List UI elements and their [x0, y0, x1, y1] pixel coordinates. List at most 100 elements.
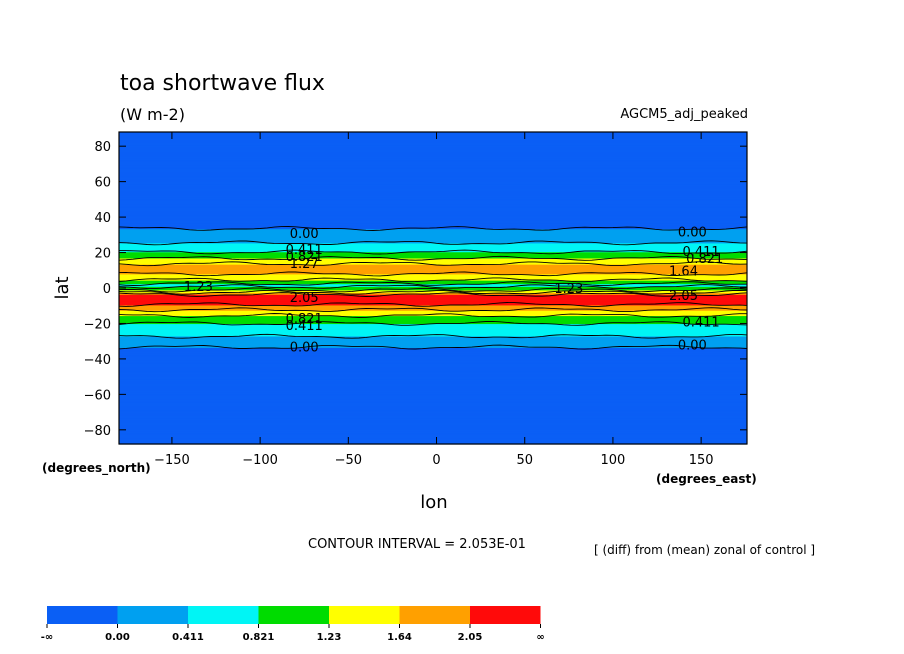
contour-band: [119, 297, 747, 300]
contour-band: [119, 206, 747, 208]
contour-band: [119, 174, 747, 177]
contour-band: [119, 252, 747, 255]
x-tick-label: 0: [432, 453, 440, 468]
contour-band: [119, 401, 747, 403]
contour-band: [119, 389, 747, 391]
contour-band: [119, 316, 747, 318]
contour-band: [119, 238, 747, 240]
contour-band: [119, 327, 747, 329]
contour-band: [119, 369, 747, 372]
y-tick-label: 20: [94, 247, 111, 262]
contour-band: [119, 387, 747, 389]
contour-band: [119, 242, 747, 245]
contour-band: [119, 236, 747, 239]
contour-band: [119, 225, 747, 227]
contour-band: [119, 171, 747, 173]
contour-band: [119, 392, 747, 395]
contour-band: [119, 196, 747, 199]
contour-line: [118, 277, 748, 283]
contour-band: [119, 358, 747, 360]
contour-band: [119, 180, 747, 183]
contour-band: [119, 428, 747, 430]
contour-band: [119, 301, 747, 303]
contour-band: [119, 425, 747, 427]
contour-band: [119, 288, 747, 291]
contour-band: [119, 278, 747, 280]
contour-band: [119, 186, 747, 188]
contour-line: [118, 313, 747, 318]
contour-band: [119, 251, 747, 254]
contour-band: [119, 193, 747, 195]
contour-band: [119, 405, 747, 408]
contour-band: [119, 389, 747, 392]
contour-band: [119, 155, 747, 158]
contour-line: [118, 344, 748, 350]
contour-line: [118, 292, 748, 297]
contour-band: [119, 384, 747, 387]
contour-band: [119, 303, 747, 306]
contour-band: [119, 269, 747, 271]
contour-band: [119, 412, 747, 415]
contour-band: [119, 333, 747, 335]
contour-band: [119, 414, 747, 417]
x-units-label: (degrees_east): [656, 472, 757, 487]
contour-band: [119, 218, 747, 221]
contour-band: [119, 302, 747, 304]
contour-band: [119, 176, 747, 178]
contour-band: [119, 423, 747, 426]
colorbar-label: 1.64: [387, 632, 412, 643]
contour-band: [119, 160, 747, 162]
contour-band: [119, 318, 747, 320]
contour-band: [119, 436, 747, 439]
contour-band: [119, 371, 747, 373]
contour-band: [119, 237, 747, 239]
contour-band: [119, 271, 747, 273]
contour-band: [119, 163, 747, 165]
contour-band: [119, 239, 747, 241]
contour-band: [119, 210, 747, 212]
contour-band: [119, 151, 747, 153]
contour-band: [119, 374, 747, 377]
contour-band: [119, 243, 747, 246]
contour-band: [119, 349, 747, 351]
contour-band: [119, 336, 747, 339]
contour-band: [119, 440, 747, 442]
contour-band: [119, 241, 747, 243]
contour-band: [119, 415, 747, 418]
contour-band: [119, 342, 747, 345]
contour-band: [119, 133, 747, 136]
contour-label: 1.27: [290, 257, 319, 272]
contour-band: [119, 144, 747, 146]
contour-band: [119, 194, 747, 197]
contour-band: [119, 294, 747, 296]
contour-band: [119, 362, 747, 364]
y-tick-label: −80: [84, 424, 111, 439]
contour-band: [119, 189, 747, 192]
x-tick-label: −50: [335, 453, 362, 468]
contour-band: [119, 331, 747, 333]
contour-band: [119, 388, 747, 390]
contour-band: [119, 245, 747, 247]
contour-band: [119, 402, 747, 404]
contour-band: [119, 208, 747, 210]
colorbar-label: 1.23: [317, 632, 342, 643]
contour-band: [119, 249, 747, 252]
contour-band: [119, 202, 747, 205]
contour-band: [119, 146, 747, 148]
contour-band: [119, 334, 747, 337]
contour-band: [119, 357, 747, 359]
contour-band: [119, 197, 747, 200]
contour-band: [119, 248, 747, 250]
contour-band: [119, 295, 747, 297]
contour-band: [119, 187, 747, 190]
contour-band: [119, 139, 747, 142]
colorbar-label: 0.821: [243, 632, 275, 643]
contour-band: [119, 169, 747, 171]
contour-band: [119, 177, 747, 179]
contour-band: [119, 255, 747, 257]
contour-label: 1.23: [184, 280, 213, 295]
contour-band: [119, 344, 747, 347]
contour-band: [119, 217, 747, 220]
contour-band: [119, 207, 747, 209]
